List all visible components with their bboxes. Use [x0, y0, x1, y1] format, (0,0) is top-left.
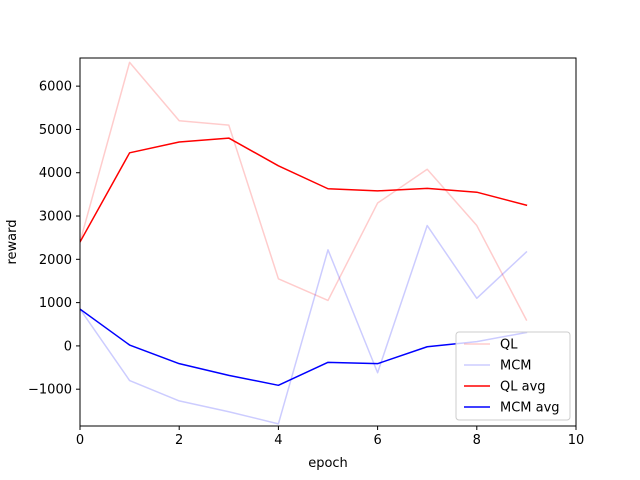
y-tick-label: 6000 [39, 80, 72, 95]
series-line-ql-avg [80, 137, 528, 244]
y-tick-label: 4000 [39, 166, 72, 181]
y-tick-label: 1000 [39, 296, 72, 311]
y-tick-label: 5000 [39, 123, 72, 138]
x-tick-label: 8 [473, 433, 481, 448]
y-tick-label: 0 [64, 339, 72, 354]
y-axis-label: reward [5, 219, 20, 264]
x-axis-ticks: 0 2 4 6 8 10 [76, 426, 584, 448]
legend-label: MCM [500, 359, 532, 374]
plot-area [79, 57, 577, 427]
legend-label: MCM avg [500, 401, 560, 416]
legend: QL MCM QL avg MCM avg [455, 331, 571, 421]
y-axis-ticks: −1000 0 1000 2000 3000 4000 5000 6000 [28, 80, 80, 398]
y-tick-label: −1000 [28, 383, 72, 398]
series-line-mcm [80, 224, 528, 425]
axes-frame [79, 57, 577, 427]
series-layer [80, 61, 528, 425]
x-axis-label: epoch [308, 456, 348, 471]
y-tick-label: 3000 [39, 210, 72, 225]
x-tick-label: 6 [373, 433, 381, 448]
series-line-ql [80, 61, 528, 321]
x-tick-label: 2 [175, 433, 183, 448]
x-tick-label: 10 [568, 433, 585, 448]
x-tick-label: 4 [274, 433, 282, 448]
legend-label: QL [500, 338, 518, 353]
legend-label: QL avg [500, 380, 546, 395]
x-tick-label: 0 [76, 433, 84, 448]
y-tick-label: 2000 [39, 253, 72, 268]
legend-box [455, 331, 571, 421]
series-line-mcm-avg [80, 308, 528, 387]
